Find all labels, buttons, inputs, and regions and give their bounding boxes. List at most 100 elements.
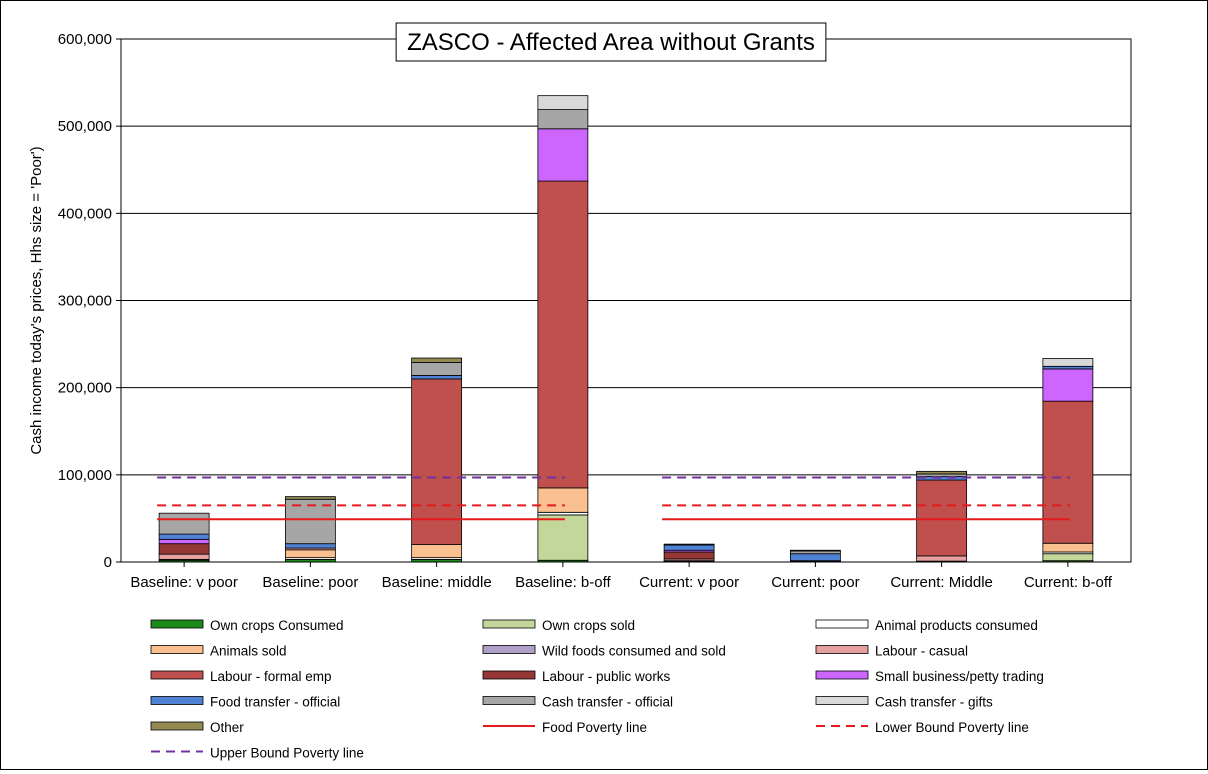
legend-item: Animals sold (151, 644, 287, 659)
legend-item: Cash transfer - gifts (816, 695, 993, 710)
legend-label: Food transfer - official (210, 695, 340, 710)
legend-item: Labour - public works (483, 669, 671, 684)
legend-swatch (151, 671, 203, 679)
x-category-label: Current: Middle (890, 574, 993, 591)
legend-item: Food transfer - official (151, 695, 340, 710)
bar-segment (917, 480, 967, 556)
bar-segment (285, 550, 335, 558)
legend-item: Small business/petty trading (816, 669, 1044, 684)
legend-swatch (483, 620, 535, 628)
legend-swatch (816, 620, 868, 628)
bar-segment (159, 513, 209, 534)
bar-segment (917, 471, 967, 474)
legend-label: Labour - public works (542, 669, 671, 684)
bar-segment (1043, 401, 1093, 543)
legend-label: Cash transfer - gifts (875, 695, 993, 710)
y-tick-label: 500,000 (58, 118, 112, 135)
y-tick-label: 400,000 (58, 205, 112, 222)
legend: Own crops Consumed Own crops sold Animal p… (151, 618, 1044, 761)
y-tick-label: 200,000 (58, 380, 112, 397)
legend-label: Lower Bound Poverty line (875, 720, 1029, 735)
bar-segment (790, 550, 840, 551)
chart-title: ZASCO - Affected Area without Grants (407, 29, 815, 56)
x-axis-categories: Baseline: v poor Baseline: poor Baseline: … (130, 562, 1112, 591)
bar-segment (664, 552, 714, 559)
legend-swatch (483, 697, 535, 705)
legend-swatch (816, 671, 868, 679)
legend-item: Labour - formal emp (151, 669, 332, 684)
legend-swatch (151, 697, 203, 705)
bar-segment (538, 110, 588, 129)
bar-segment (1043, 543, 1093, 552)
legend-label: Own crops sold (542, 618, 635, 633)
y-tick-label: 600,000 (58, 31, 112, 48)
legend-label: Food Poverty line (542, 720, 647, 735)
legend-item: Animal products consumed (816, 618, 1038, 633)
x-category-label: Baseline: poor (262, 574, 358, 591)
bar-segment (159, 544, 209, 554)
bar-segment (1043, 369, 1093, 401)
y-tick-label: 100,000 (58, 467, 112, 484)
legend-label: Small business/petty trading (875, 669, 1044, 684)
bar-segment (538, 181, 588, 488)
legend-label: Cash transfer - official (542, 695, 673, 710)
legend-item: Other (151, 720, 244, 735)
bar-segment (664, 544, 714, 545)
bar-segment (285, 544, 335, 548)
x-category-label: Current: poor (771, 574, 859, 591)
legend-swatch (816, 697, 868, 705)
legend-label: Labour - casual (875, 644, 968, 659)
bar-segment (412, 375, 462, 378)
legend-swatch (483, 671, 535, 679)
legend-item: Wild foods consumed and sold (483, 644, 726, 659)
legend-item: Lower Bound Poverty line (816, 720, 1029, 735)
legend-item: Upper Bound Poverty line (151, 746, 364, 761)
legend-label: Upper Bound Poverty line (210, 746, 364, 761)
x-category-label: Current: b-off (1024, 574, 1113, 591)
legend-label: Animal products consumed (875, 618, 1038, 633)
y-tick-label: 300,000 (58, 293, 112, 310)
legend-label: Animals sold (210, 644, 287, 659)
legend-swatch (151, 722, 203, 730)
bars (159, 96, 1093, 562)
y-axis-ticks: 0 100,000 200,000 300,000 400,000 500,000 600,… (58, 31, 121, 571)
legend-swatch (151, 646, 203, 654)
x-category-label: Baseline: v poor (130, 574, 238, 591)
bar-segment (1043, 554, 1093, 561)
bar-segment (412, 358, 462, 362)
legend-item: Cash transfer - official (483, 695, 673, 710)
bar-segment (538, 488, 588, 512)
bar-segment (412, 362, 462, 375)
y-tick-label: 0 (104, 554, 112, 571)
x-category-label: Baseline: b-off (515, 574, 611, 591)
legend-item: Labour - casual (816, 644, 968, 659)
bar-segment (538, 129, 588, 181)
bar-segment (664, 545, 714, 550)
legend-label: Labour - formal emp (210, 669, 332, 684)
legend-label: Wild foods consumed and sold (542, 644, 726, 659)
legend-item: Own crops sold (483, 618, 635, 633)
legend-label: Own crops Consumed (210, 618, 344, 633)
bar-segment (412, 545, 462, 558)
x-category-label: Baseline: middle (382, 574, 492, 591)
legend-item: Own crops Consumed (151, 618, 344, 633)
y-axis-label: Cash income today's prices, Hhs size = '… (28, 146, 45, 454)
bar-segment (1043, 358, 1093, 366)
legend-swatch (816, 646, 868, 654)
bar-segment (538, 96, 588, 110)
bar-segment (159, 539, 209, 543)
x-category-label: Current: v poor (639, 574, 739, 591)
legend-label: Other (210, 720, 244, 735)
bar-segment (917, 556, 967, 561)
legend-swatch (151, 620, 203, 628)
bar-segment (159, 554, 209, 559)
bar-segment (790, 554, 840, 561)
legend-item: Food Poverty line (483, 720, 647, 735)
bar-segment (538, 515, 588, 560)
gridlines (121, 39, 1131, 562)
chart-title-box: ZASCO - Affected Area without Grants (396, 23, 826, 61)
legend-swatch (483, 646, 535, 654)
bar-segment (285, 497, 335, 500)
